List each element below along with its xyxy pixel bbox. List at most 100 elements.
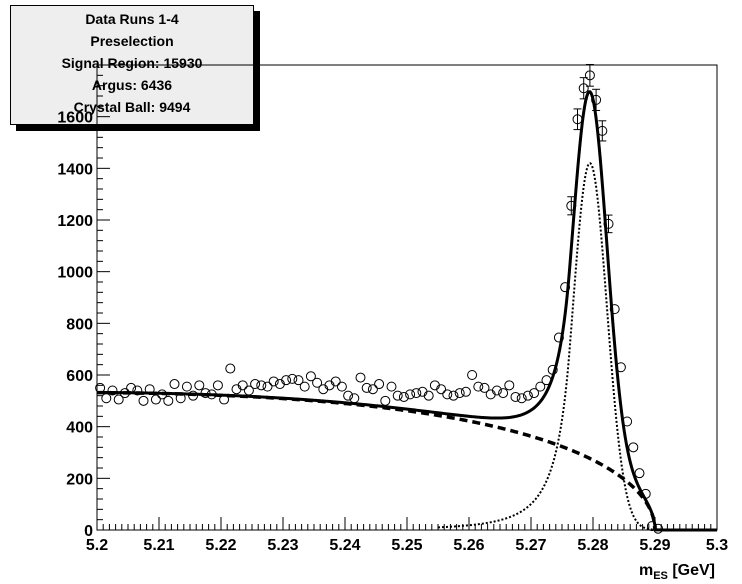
x-tick-label: 5.26	[453, 537, 484, 554]
data-point	[653, 523, 664, 534]
stats-line-selection: Preselection	[90, 33, 174, 49]
data-point	[113, 394, 124, 405]
data-point	[584, 70, 595, 81]
x-tick-label: 5.27	[515, 537, 546, 554]
data-point	[150, 394, 161, 405]
data-point	[206, 389, 217, 400]
x-axis-label-subscript: ES	[653, 570, 668, 582]
x-axis-label: mES [GeV]	[639, 562, 715, 582]
data-point	[628, 442, 639, 453]
data-point	[547, 364, 558, 375]
data-point	[411, 388, 422, 399]
data-point	[473, 381, 484, 392]
data-point	[535, 381, 546, 392]
data-point	[225, 363, 236, 374]
data-point	[144, 384, 155, 395]
data-point	[281, 375, 292, 386]
data-point	[566, 200, 577, 211]
x-tick-label: 5.21	[143, 537, 174, 554]
data-point	[138, 395, 149, 406]
x-tick-label: 5.23	[267, 537, 298, 554]
data-point	[603, 218, 614, 229]
data-point	[361, 382, 372, 393]
data-point	[436, 384, 447, 395]
data-point	[467, 370, 478, 380]
y-tick-label: 200	[66, 471, 93, 488]
stats-line-title: Data Runs 1-4	[85, 11, 179, 27]
y-tick-label: 1400	[57, 161, 93, 178]
data-point	[181, 381, 192, 392]
axes: 5.2 5.21 5.22 5.23 5.24 5.25 5.26 5.27 5.28 5.29 5…	[57, 64, 728, 554]
data-point	[504, 380, 515, 391]
y-tick-label: 400	[66, 420, 93, 437]
data-point	[256, 380, 267, 391]
data-point	[175, 393, 186, 404]
data-point	[194, 380, 205, 391]
data-point	[448, 390, 459, 401]
data-point	[640, 488, 651, 499]
data-point	[367, 384, 378, 395]
plot-frame	[96, 64, 718, 531]
data-point	[200, 388, 211, 399]
data-point	[349, 393, 360, 404]
data-point	[250, 379, 261, 390]
argus-background-curve	[97, 390, 657, 531]
data-point	[219, 394, 230, 405]
data-point	[516, 393, 527, 404]
crystal-ball-signal-curve	[437, 162, 656, 531]
data-point	[597, 125, 608, 136]
data-point	[405, 389, 416, 400]
data-point	[157, 389, 168, 400]
y-tick-label: 1000	[57, 265, 93, 282]
x-axis-label-unit: [GeV]	[668, 562, 715, 579]
data-point	[330, 376, 341, 387]
data-point	[343, 390, 354, 401]
data-point	[119, 388, 130, 399]
x-tick-label: 5.25	[391, 537, 422, 554]
data-point	[293, 375, 304, 386]
y-tick-label: 0	[84, 523, 93, 540]
data-point	[287, 373, 298, 384]
data-point	[126, 382, 137, 393]
data-point	[188, 390, 199, 401]
data-point	[95, 382, 106, 393]
data-point	[212, 380, 223, 391]
data-point	[169, 379, 180, 390]
data-point	[572, 114, 583, 125]
data-points	[95, 63, 664, 534]
data-point	[398, 391, 409, 402]
data-point	[374, 379, 385, 390]
x-tick-label: 5.22	[205, 537, 236, 554]
data-point	[510, 391, 521, 402]
data-point	[107, 385, 118, 396]
x-tick-label: 5.2	[86, 537, 108, 554]
x-tick-label: 5.24	[329, 537, 360, 554]
data-point	[423, 390, 434, 401]
data-point	[634, 468, 645, 479]
data-point	[646, 521, 657, 532]
data-point	[299, 381, 310, 392]
data-point	[386, 381, 397, 392]
data-point	[460, 386, 471, 397]
stats-line-argus: Argus: 6436	[91, 77, 173, 93]
data-point	[268, 376, 279, 387]
data-point	[101, 393, 112, 404]
y-tick-label: 1600	[57, 110, 93, 127]
data-point	[615, 362, 626, 373]
y-tick-label: 600	[66, 368, 93, 385]
data-point	[553, 332, 564, 343]
data-point	[355, 372, 366, 383]
data-point	[498, 388, 509, 399]
data-point	[529, 388, 540, 399]
data-point	[479, 382, 490, 393]
data-point	[609, 304, 620, 315]
data-point	[522, 390, 533, 401]
data-point	[380, 395, 391, 406]
fit-curves	[97, 90, 717, 532]
x-tick-label: 5.3	[706, 537, 728, 554]
x-tick-label: 5.29	[639, 537, 670, 554]
data-point	[541, 375, 552, 386]
stats-line-crystal-ball: Crystal Ball: 9494	[73, 99, 191, 115]
data-point	[591, 94, 602, 105]
